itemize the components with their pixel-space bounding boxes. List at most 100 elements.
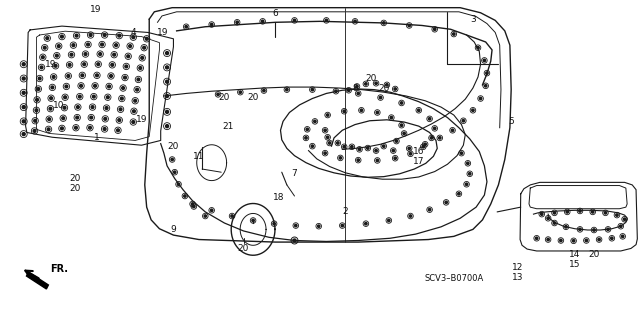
Circle shape [89, 33, 92, 36]
Circle shape [620, 225, 622, 227]
Circle shape [52, 76, 55, 78]
Circle shape [129, 45, 131, 48]
Circle shape [380, 96, 381, 99]
Circle shape [585, 239, 588, 242]
Circle shape [358, 148, 361, 151]
Text: 20: 20 [69, 174, 81, 183]
Text: 12: 12 [512, 263, 524, 272]
Circle shape [337, 142, 339, 144]
Circle shape [484, 85, 487, 87]
Circle shape [92, 95, 95, 98]
Circle shape [477, 47, 479, 49]
Circle shape [118, 119, 121, 122]
Circle shape [410, 215, 412, 217]
Circle shape [607, 228, 609, 231]
Text: SCV3–B0700A: SCV3–B0700A [424, 274, 483, 283]
Circle shape [424, 143, 426, 145]
Circle shape [616, 214, 618, 216]
Text: 20: 20 [219, 93, 230, 102]
Circle shape [433, 127, 436, 130]
Circle shape [273, 222, 275, 225]
Circle shape [252, 219, 254, 222]
Circle shape [324, 129, 326, 131]
Circle shape [46, 37, 49, 40]
Circle shape [326, 136, 329, 138]
Circle shape [376, 159, 378, 162]
Circle shape [88, 126, 92, 129]
Circle shape [593, 229, 595, 231]
Circle shape [166, 66, 168, 69]
Circle shape [351, 145, 353, 148]
Circle shape [462, 120, 465, 122]
Circle shape [184, 195, 186, 197]
Circle shape [383, 22, 385, 24]
Circle shape [54, 64, 57, 67]
Circle shape [311, 88, 314, 91]
Circle shape [356, 85, 358, 88]
Circle shape [64, 96, 67, 99]
Circle shape [104, 117, 107, 120]
Circle shape [22, 63, 25, 66]
Circle shape [604, 212, 607, 214]
Text: 11: 11 [193, 152, 205, 161]
Circle shape [113, 53, 116, 56]
Text: 20: 20 [248, 93, 259, 102]
Circle shape [376, 111, 378, 114]
Circle shape [483, 59, 486, 62]
Text: 9: 9 [171, 225, 176, 234]
Circle shape [392, 149, 394, 152]
Circle shape [97, 63, 100, 66]
Text: 8: 8 [352, 84, 358, 93]
Text: 17: 17 [413, 157, 424, 166]
Circle shape [76, 106, 79, 108]
Circle shape [367, 147, 369, 149]
Circle shape [134, 99, 136, 102]
Text: 20: 20 [365, 74, 377, 83]
Text: 7: 7 [292, 169, 298, 178]
Circle shape [22, 91, 25, 94]
Circle shape [452, 33, 455, 35]
Circle shape [217, 93, 220, 96]
Text: 19: 19 [136, 115, 147, 124]
Circle shape [305, 137, 307, 139]
Circle shape [141, 56, 143, 59]
Circle shape [375, 82, 377, 85]
Circle shape [428, 118, 431, 120]
Circle shape [139, 67, 141, 70]
Text: 5: 5 [508, 117, 514, 126]
Circle shape [132, 36, 134, 39]
Text: 4: 4 [131, 28, 136, 37]
Circle shape [63, 106, 66, 109]
Circle shape [173, 171, 176, 174]
Circle shape [33, 130, 36, 132]
Circle shape [34, 119, 36, 122]
Circle shape [105, 107, 108, 109]
Polygon shape [26, 272, 49, 289]
Circle shape [547, 238, 549, 241]
Circle shape [403, 132, 405, 135]
Circle shape [611, 237, 613, 240]
Circle shape [591, 211, 594, 213]
Circle shape [554, 212, 556, 214]
Circle shape [433, 28, 436, 31]
Text: 20: 20 [238, 244, 249, 253]
Text: FR.: FR. [51, 264, 68, 274]
Text: 2: 2 [342, 207, 348, 216]
Circle shape [120, 97, 124, 100]
Circle shape [76, 116, 79, 119]
Text: 16: 16 [413, 147, 424, 156]
Circle shape [61, 35, 63, 38]
Circle shape [460, 152, 463, 154]
Circle shape [81, 74, 84, 77]
Circle shape [428, 209, 431, 211]
Circle shape [132, 121, 134, 123]
Circle shape [326, 114, 329, 116]
Circle shape [231, 215, 233, 217]
Circle shape [339, 157, 342, 159]
Circle shape [564, 226, 567, 228]
Circle shape [401, 124, 403, 126]
Circle shape [86, 43, 90, 46]
Circle shape [263, 89, 265, 92]
Circle shape [445, 201, 447, 204]
Circle shape [357, 159, 360, 161]
